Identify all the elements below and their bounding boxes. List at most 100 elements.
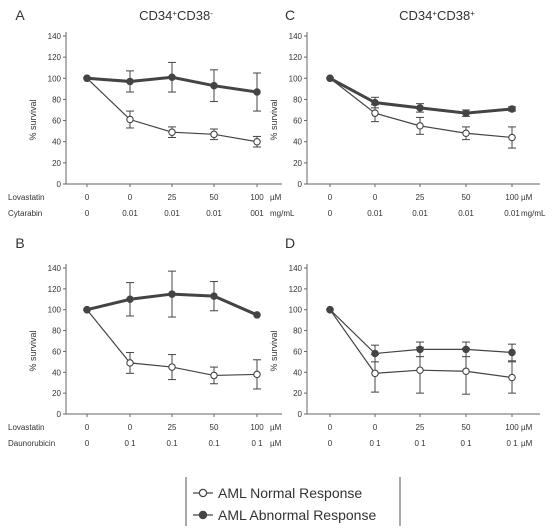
dose-unit-label: µM	[270, 423, 282, 432]
legend-abnormal-marker	[198, 510, 208, 520]
dose-value-label: 25	[416, 423, 425, 432]
dose-value-label: 0 1	[414, 439, 426, 448]
y-axis-label: % survival	[28, 99, 38, 140]
series-abnormal	[83, 270, 261, 319]
series-normal	[83, 305, 261, 390]
y-tick-label: 20	[293, 389, 302, 398]
y-tick-label: 60	[293, 347, 302, 356]
y-tick-label: 40	[293, 368, 302, 377]
data-point-filled	[508, 105, 516, 113]
data-point-filled	[253, 311, 261, 319]
dose-value-label: 0	[128, 193, 133, 202]
y-tick-label: 40	[52, 368, 61, 377]
dose-value-label: 0.01	[412, 209, 428, 218]
panel-letter: C	[285, 7, 295, 23]
data-point-open	[126, 115, 134, 124]
panel-letter: A	[15, 7, 25, 23]
panel-a: A 0 20 40 60 80 100 120 140 % survival Lovastatin 0…	[8, 7, 295, 218]
y-tick-label: 0	[57, 180, 62, 189]
y-tick-label: 120	[48, 53, 62, 62]
y-tick-label: 80	[293, 95, 302, 104]
y-axis-label: % survival	[269, 330, 279, 371]
data-point-open	[253, 370, 261, 379]
y-tick-label: 120	[48, 285, 62, 294]
panel-letter: B	[15, 235, 24, 251]
series-normal	[326, 74, 516, 149]
dose-value-label: 0.1	[208, 439, 220, 448]
data-point-filled	[83, 74, 91, 83]
panel-b: B 0 20 40 60 80 100 120 140 % survival Lovastatin 0…	[8, 235, 282, 448]
data-point-open	[416, 122, 424, 130]
dose-value-label: 0 1	[506, 439, 518, 448]
dose-value-label: 0.01	[504, 209, 520, 218]
data-point-filled	[168, 290, 176, 298]
right-column-title: CD34+CD38+	[399, 8, 475, 23]
y-tick-label: 20	[52, 389, 61, 398]
dose-unit-label: µM	[270, 193, 282, 202]
dose-value-label: 0.01	[367, 209, 383, 218]
data-point-filled	[416, 104, 424, 112]
y-tick-label: 20	[52, 159, 61, 168]
y-tick-label: 20	[293, 159, 302, 168]
series-abnormal	[326, 74, 516, 117]
legend-normal-label: AML Normal Response	[218, 485, 362, 501]
data-point-open	[371, 109, 379, 117]
dose-value-label: 25	[168, 193, 177, 202]
dose-unit-label: µM	[521, 193, 533, 202]
dose-unit-label: mg/mL	[521, 209, 546, 218]
y-tick-label: 100	[48, 74, 62, 83]
data-point-filled	[416, 345, 424, 354]
data-point-filled	[371, 98, 379, 107]
y-tick-label: 100	[289, 306, 303, 315]
data-point-filled	[210, 81, 218, 90]
data-point-open	[462, 367, 470, 375]
y-tick-label: 0	[57, 410, 62, 419]
data-point-open	[210, 371, 218, 380]
data-point-open	[253, 137, 261, 146]
series-abnormal	[83, 61, 261, 112]
y-tick-label: 60	[52, 117, 61, 126]
data-point-open	[210, 130, 218, 139]
legend: AML Normal Response AML Abnormal Respons…	[185, 477, 401, 526]
dose-value-label: 0	[85, 209, 90, 218]
dose-row-label: Lovastatin	[8, 423, 44, 432]
dose-value-label: 50	[462, 423, 471, 432]
data-point-open	[508, 133, 516, 142]
series-abnormal	[326, 305, 516, 363]
dose-value-label: 0	[373, 423, 378, 432]
dose-value-label: 25	[416, 193, 425, 202]
dose-value-label: 0	[328, 193, 333, 202]
data-point-filled	[253, 88, 261, 96]
y-tick-label: 0	[298, 180, 303, 189]
dose-value-label: 100	[505, 423, 519, 432]
data-point-open	[126, 359, 134, 367]
dose-value-label: 100	[250, 423, 264, 432]
dose-value-label: 0	[85, 439, 90, 448]
dose-row-label: Cytarabin	[8, 209, 42, 218]
y-tick-label: 80	[293, 327, 302, 336]
dose-unit-label: mg/mL	[270, 209, 295, 218]
data-point-open	[168, 128, 176, 136]
y-tick-label: 140	[289, 32, 303, 41]
dose-value-label: 0	[328, 423, 333, 432]
data-point-open	[508, 373, 516, 382]
dose-row-label: Lovastatin	[8, 193, 44, 202]
y-tick-label: 100	[289, 74, 303, 83]
left-column-title: CD34+CD38-	[139, 8, 213, 23]
y-tick-label: 60	[293, 117, 302, 126]
dose-unit-label: µM	[521, 439, 533, 448]
data-point-filled	[126, 295, 134, 304]
y-tick-label: 140	[48, 32, 62, 41]
dose-value-label: 0 1	[369, 439, 381, 448]
y-tick-label: 60	[52, 347, 61, 356]
y-tick-label: 40	[52, 138, 61, 147]
data-point-filled	[326, 74, 334, 83]
dose-value-label: 0 1	[460, 439, 472, 448]
data-point-open	[371, 369, 379, 378]
dose-value-label: 50	[210, 193, 219, 202]
dose-value-label: 0	[128, 423, 133, 432]
dose-value-label: 100	[505, 193, 519, 202]
y-tick-label: 140	[289, 264, 303, 273]
